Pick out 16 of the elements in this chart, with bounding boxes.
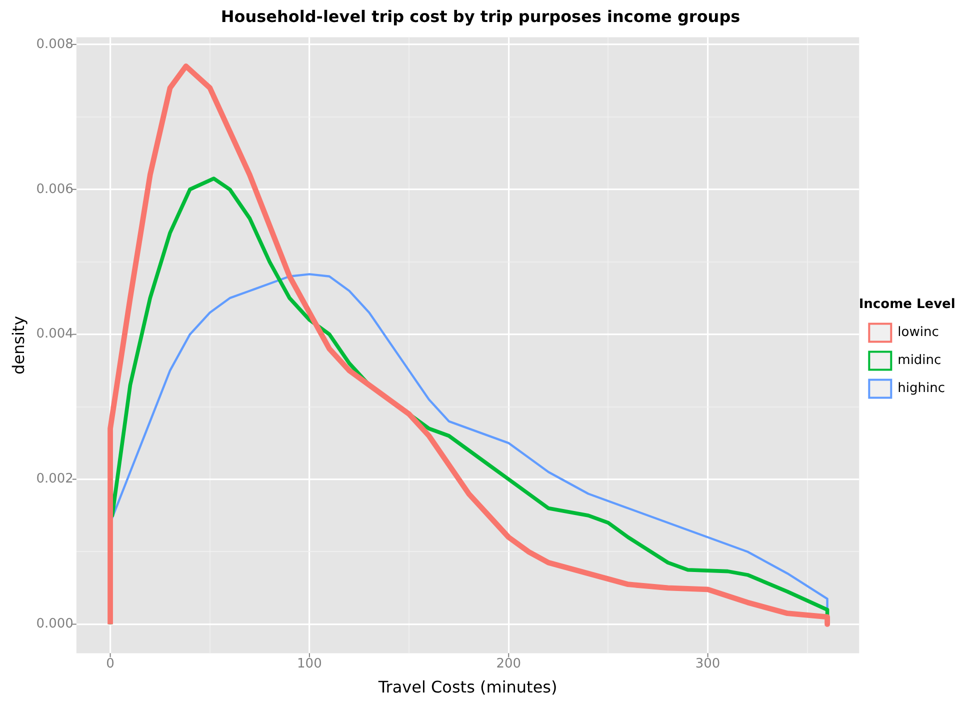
chart-title: Household-level trip cost by trip purposes income groups <box>220 6 740 26</box>
y-axis-title: density <box>8 316 28 375</box>
x-tick-label: 100 <box>297 656 322 672</box>
y-tick-label: 0.002 <box>36 472 74 487</box>
legend-title: Income Level <box>858 297 956 312</box>
y-tick-label: 0.008 <box>36 36 74 52</box>
x-tick-label: 200 <box>496 656 522 672</box>
y-tick-label: 0.000 <box>36 616 74 632</box>
legend-label: midinc <box>898 353 942 368</box>
legend-label: lowinc <box>898 325 939 340</box>
x-tick-label: 300 <box>695 656 720 672</box>
legend-label: highinc <box>898 381 946 396</box>
x-tick-label: 0 <box>106 656 114 672</box>
y-tick-label: 0.004 <box>36 326 74 342</box>
x-axis-title: Travel Costs (minutes) <box>377 678 558 697</box>
y-tick-label: 0.006 <box>36 182 74 197</box>
